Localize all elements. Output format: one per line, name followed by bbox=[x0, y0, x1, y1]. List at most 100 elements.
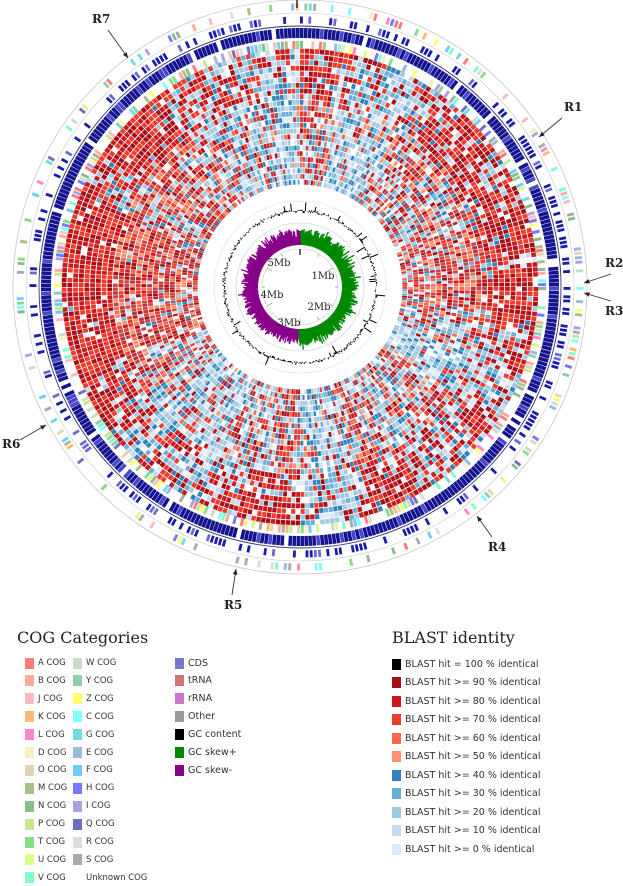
blast-segment bbox=[414, 234, 420, 239]
blast-segment bbox=[379, 138, 385, 144]
blast-segment bbox=[355, 417, 360, 423]
blast-segment bbox=[223, 465, 229, 472]
blast-segment bbox=[203, 416, 209, 422]
blast-segment bbox=[414, 319, 420, 323]
blast-segment bbox=[186, 209, 193, 215]
blast-segment bbox=[386, 169, 392, 176]
blast-segment bbox=[141, 239, 148, 245]
blast-segment bbox=[356, 197, 361, 203]
blast-segment bbox=[341, 188, 346, 195]
blast-segment bbox=[412, 147, 419, 154]
blast-segment bbox=[208, 141, 215, 148]
blast-segment bbox=[199, 134, 206, 140]
blast-segment bbox=[178, 224, 184, 229]
blast-segment bbox=[423, 366, 430, 372]
blast-segment bbox=[176, 400, 182, 406]
blast-segment bbox=[399, 218, 405, 223]
blast-segment bbox=[211, 453, 217, 460]
blast-segment bbox=[405, 396, 411, 403]
blast-segment bbox=[268, 449, 273, 455]
blast-segment bbox=[200, 154, 206, 161]
blast-segment bbox=[243, 113, 249, 120]
blast-segment bbox=[434, 152, 441, 158]
blast-segment bbox=[144, 251, 151, 255]
blast-segment bbox=[373, 167, 379, 174]
blast-segment bbox=[433, 399, 440, 406]
blast-segment bbox=[122, 324, 129, 329]
blast-segment bbox=[212, 159, 218, 166]
blast-segment bbox=[371, 153, 377, 159]
blast-segment bbox=[474, 188, 481, 195]
blast-segment bbox=[431, 320, 438, 325]
blast-segment bbox=[407, 173, 414, 180]
blast-segment bbox=[225, 460, 231, 467]
blast-segment bbox=[254, 146, 259, 152]
blast-segment bbox=[411, 342, 417, 347]
blast-segment bbox=[350, 387, 356, 394]
blast-segment bbox=[464, 239, 471, 245]
blast-segment bbox=[252, 140, 257, 147]
blast-segment bbox=[390, 205, 396, 211]
blast-segment bbox=[208, 458, 214, 465]
blast-segment bbox=[213, 347, 219, 352]
blast-segment bbox=[382, 434, 388, 441]
blast-segment bbox=[218, 136, 224, 143]
blast-segment bbox=[369, 178, 374, 185]
blast-segment bbox=[380, 423, 386, 430]
blast-segment bbox=[194, 416, 201, 423]
blast-segment bbox=[163, 353, 169, 358]
blast-segment bbox=[410, 257, 416, 261]
blast-segment bbox=[326, 125, 331, 131]
blast-segment bbox=[258, 393, 263, 400]
blast-segment bbox=[233, 463, 239, 470]
blast-segment bbox=[345, 88, 351, 94]
blast-segment bbox=[417, 409, 423, 415]
blast-segment bbox=[213, 356, 219, 361]
blast-segment bbox=[209, 121, 216, 128]
blast-segment bbox=[192, 184, 199, 190]
blast-segment bbox=[394, 413, 400, 420]
blast-segment bbox=[404, 256, 410, 260]
blast-segment bbox=[191, 252, 198, 256]
blast-segment bbox=[332, 413, 337, 419]
blast-segment bbox=[229, 418, 235, 424]
blast-segment bbox=[233, 201, 238, 207]
blast-segment bbox=[156, 155, 163, 162]
blast-segment bbox=[343, 378, 348, 384]
blast-segment bbox=[358, 198, 363, 204]
blast-segment bbox=[380, 211, 386, 217]
blast-segment bbox=[431, 165, 437, 172]
blast-segment bbox=[135, 206, 142, 212]
blast-segment bbox=[244, 137, 250, 143]
blast-segment bbox=[242, 181, 248, 188]
blast-segment bbox=[396, 364, 402, 370]
blast-segment bbox=[213, 408, 218, 415]
blast-segment bbox=[397, 196, 403, 202]
blast-segment bbox=[483, 207, 490, 214]
blast-segment bbox=[382, 394, 388, 400]
blast-segment bbox=[171, 355, 177, 361]
blast-segment bbox=[430, 342, 436, 347]
blast-segment bbox=[325, 171, 330, 177]
blast-segment bbox=[270, 148, 275, 154]
blast-segment bbox=[404, 238, 410, 243]
blast-segment bbox=[242, 156, 247, 163]
blast-segment bbox=[269, 142, 273, 148]
blast-segment bbox=[347, 136, 352, 142]
blast-segment bbox=[403, 420, 410, 427]
blast-segment bbox=[380, 194, 385, 200]
blast-segment bbox=[167, 188, 173, 194]
blast-segment bbox=[130, 220, 136, 226]
blast-segment bbox=[177, 328, 183, 333]
blast-segment bbox=[167, 137, 174, 144]
blast-segment bbox=[365, 143, 371, 150]
blast-segment bbox=[183, 407, 190, 414]
blast-segment bbox=[429, 181, 436, 187]
blast-segment bbox=[155, 165, 162, 171]
blast-segment bbox=[360, 420, 366, 427]
blast-segment bbox=[365, 364, 371, 370]
blast-segment bbox=[437, 164, 444, 171]
blast-segment bbox=[405, 156, 411, 162]
blast-segment bbox=[327, 426, 331, 432]
blast-segment bbox=[163, 402, 169, 409]
